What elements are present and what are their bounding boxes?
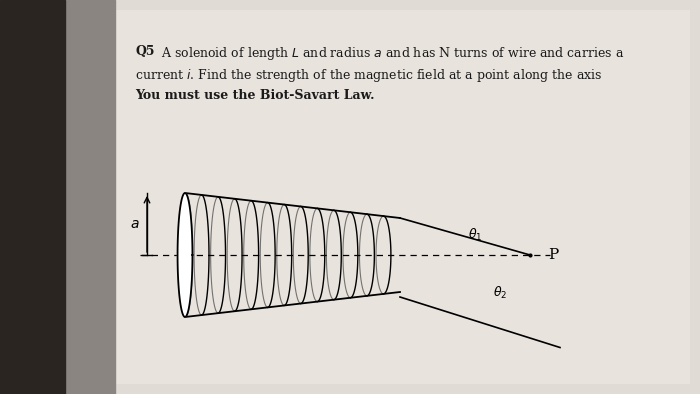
Text: $\theta_2$: $\theta_2$ <box>493 285 507 301</box>
Bar <box>65 0 115 394</box>
Polygon shape <box>110 10 690 384</box>
Text: P: P <box>548 248 559 262</box>
Bar <box>0 0 65 394</box>
Text: You must use the Biot-Savart Law.: You must use the Biot-Savart Law. <box>135 89 374 102</box>
Text: current $i$. Find the strength of the magnetic field at a point along the axis: current $i$. Find the strength of the ma… <box>135 67 603 84</box>
Text: $a$: $a$ <box>130 217 140 231</box>
Text: Q5: Q5 <box>135 45 155 58</box>
Text: A solenoid of length $L$ and radius $a$ and has N turns of wire and carries a: A solenoid of length $L$ and radius $a$ … <box>161 45 624 62</box>
Polygon shape <box>60 0 700 394</box>
Text: $\theta_1$: $\theta_1$ <box>468 227 482 243</box>
Polygon shape <box>178 193 193 317</box>
